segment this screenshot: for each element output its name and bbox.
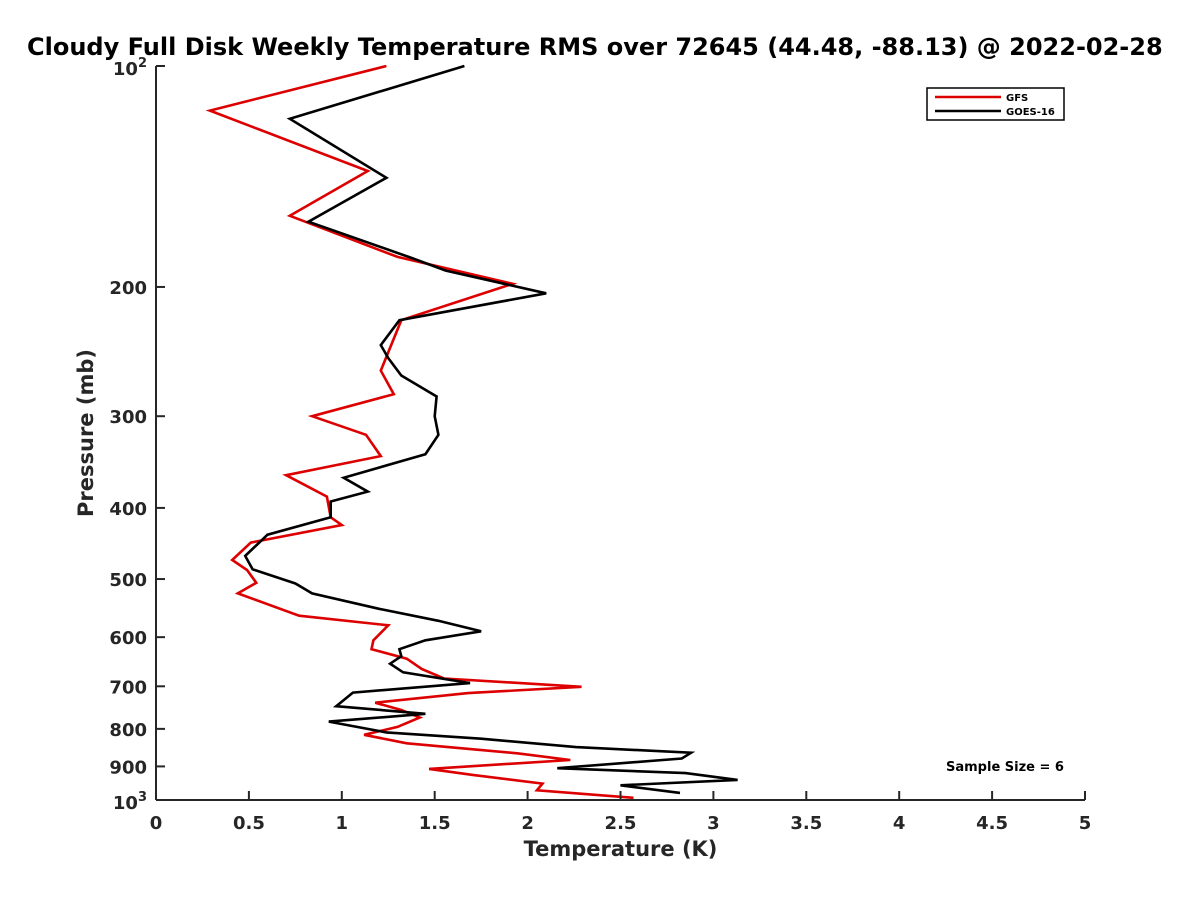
y-tick-label-base: 10 bbox=[113, 59, 138, 80]
sample-size-annotation: Sample Size = 6 bbox=[946, 760, 1064, 775]
x-tick-label: 0.5 bbox=[233, 813, 265, 834]
x-tick-label: 5 bbox=[1079, 813, 1092, 834]
ticks-layer: 0 0.5 1 1.5 2 2.5 3 3.5 4 4.5 51022003004005006007… bbox=[109, 56, 1091, 834]
series-line-gfs bbox=[205, 64, 634, 800]
x-tick-label: 1.5 bbox=[419, 813, 451, 834]
x-axis-label: Temperature (K) bbox=[524, 837, 718, 861]
axes-layer bbox=[155, 66, 1085, 801]
y-tick-label: 400 bbox=[109, 499, 147, 520]
x-tick-label: 2.5 bbox=[605, 813, 637, 834]
legend-label-gfs: GFS bbox=[1006, 93, 1028, 104]
legend-box bbox=[926, 87, 1065, 121]
y-tick-label-base: 10 bbox=[113, 793, 138, 814]
y-tick-label: 700 bbox=[109, 677, 147, 698]
y-tick-label: 800 bbox=[109, 720, 147, 741]
series-line-goes16 bbox=[243, 64, 738, 795]
y-tick-label: 900 bbox=[109, 757, 147, 778]
chart-title: Cloudy Full Disk Weekly Temperature RMS … bbox=[27, 33, 1163, 61]
x-tick-label: 3 bbox=[707, 813, 720, 834]
x-tick-label: 0 bbox=[150, 813, 163, 834]
legend: GFS GOES-16 bbox=[926, 87, 1065, 121]
y-axis-label: Pressure (mb) bbox=[74, 349, 98, 517]
legend-label-goes16: GOES-16 bbox=[1006, 107, 1055, 118]
y-tick-label-power: 103 bbox=[113, 790, 147, 814]
y-tick-label: 600 bbox=[109, 628, 147, 649]
x-tick-label: 4 bbox=[893, 813, 906, 834]
y-tick-label: 500 bbox=[109, 570, 147, 591]
y-tick-label: 200 bbox=[109, 278, 147, 299]
y-tick-label-exponent: 2 bbox=[138, 56, 147, 71]
y-tick-label-power: 102 bbox=[113, 56, 147, 80]
x-tick-label: 4.5 bbox=[976, 813, 1008, 834]
series-layer bbox=[205, 64, 738, 800]
x-tick-label: 3.5 bbox=[790, 813, 822, 834]
x-tick-label: 2 bbox=[521, 813, 534, 834]
x-tick-label: 1 bbox=[336, 813, 349, 834]
y-tick-label-exponent: 3 bbox=[138, 790, 147, 805]
y-tick-label: 300 bbox=[109, 407, 147, 428]
